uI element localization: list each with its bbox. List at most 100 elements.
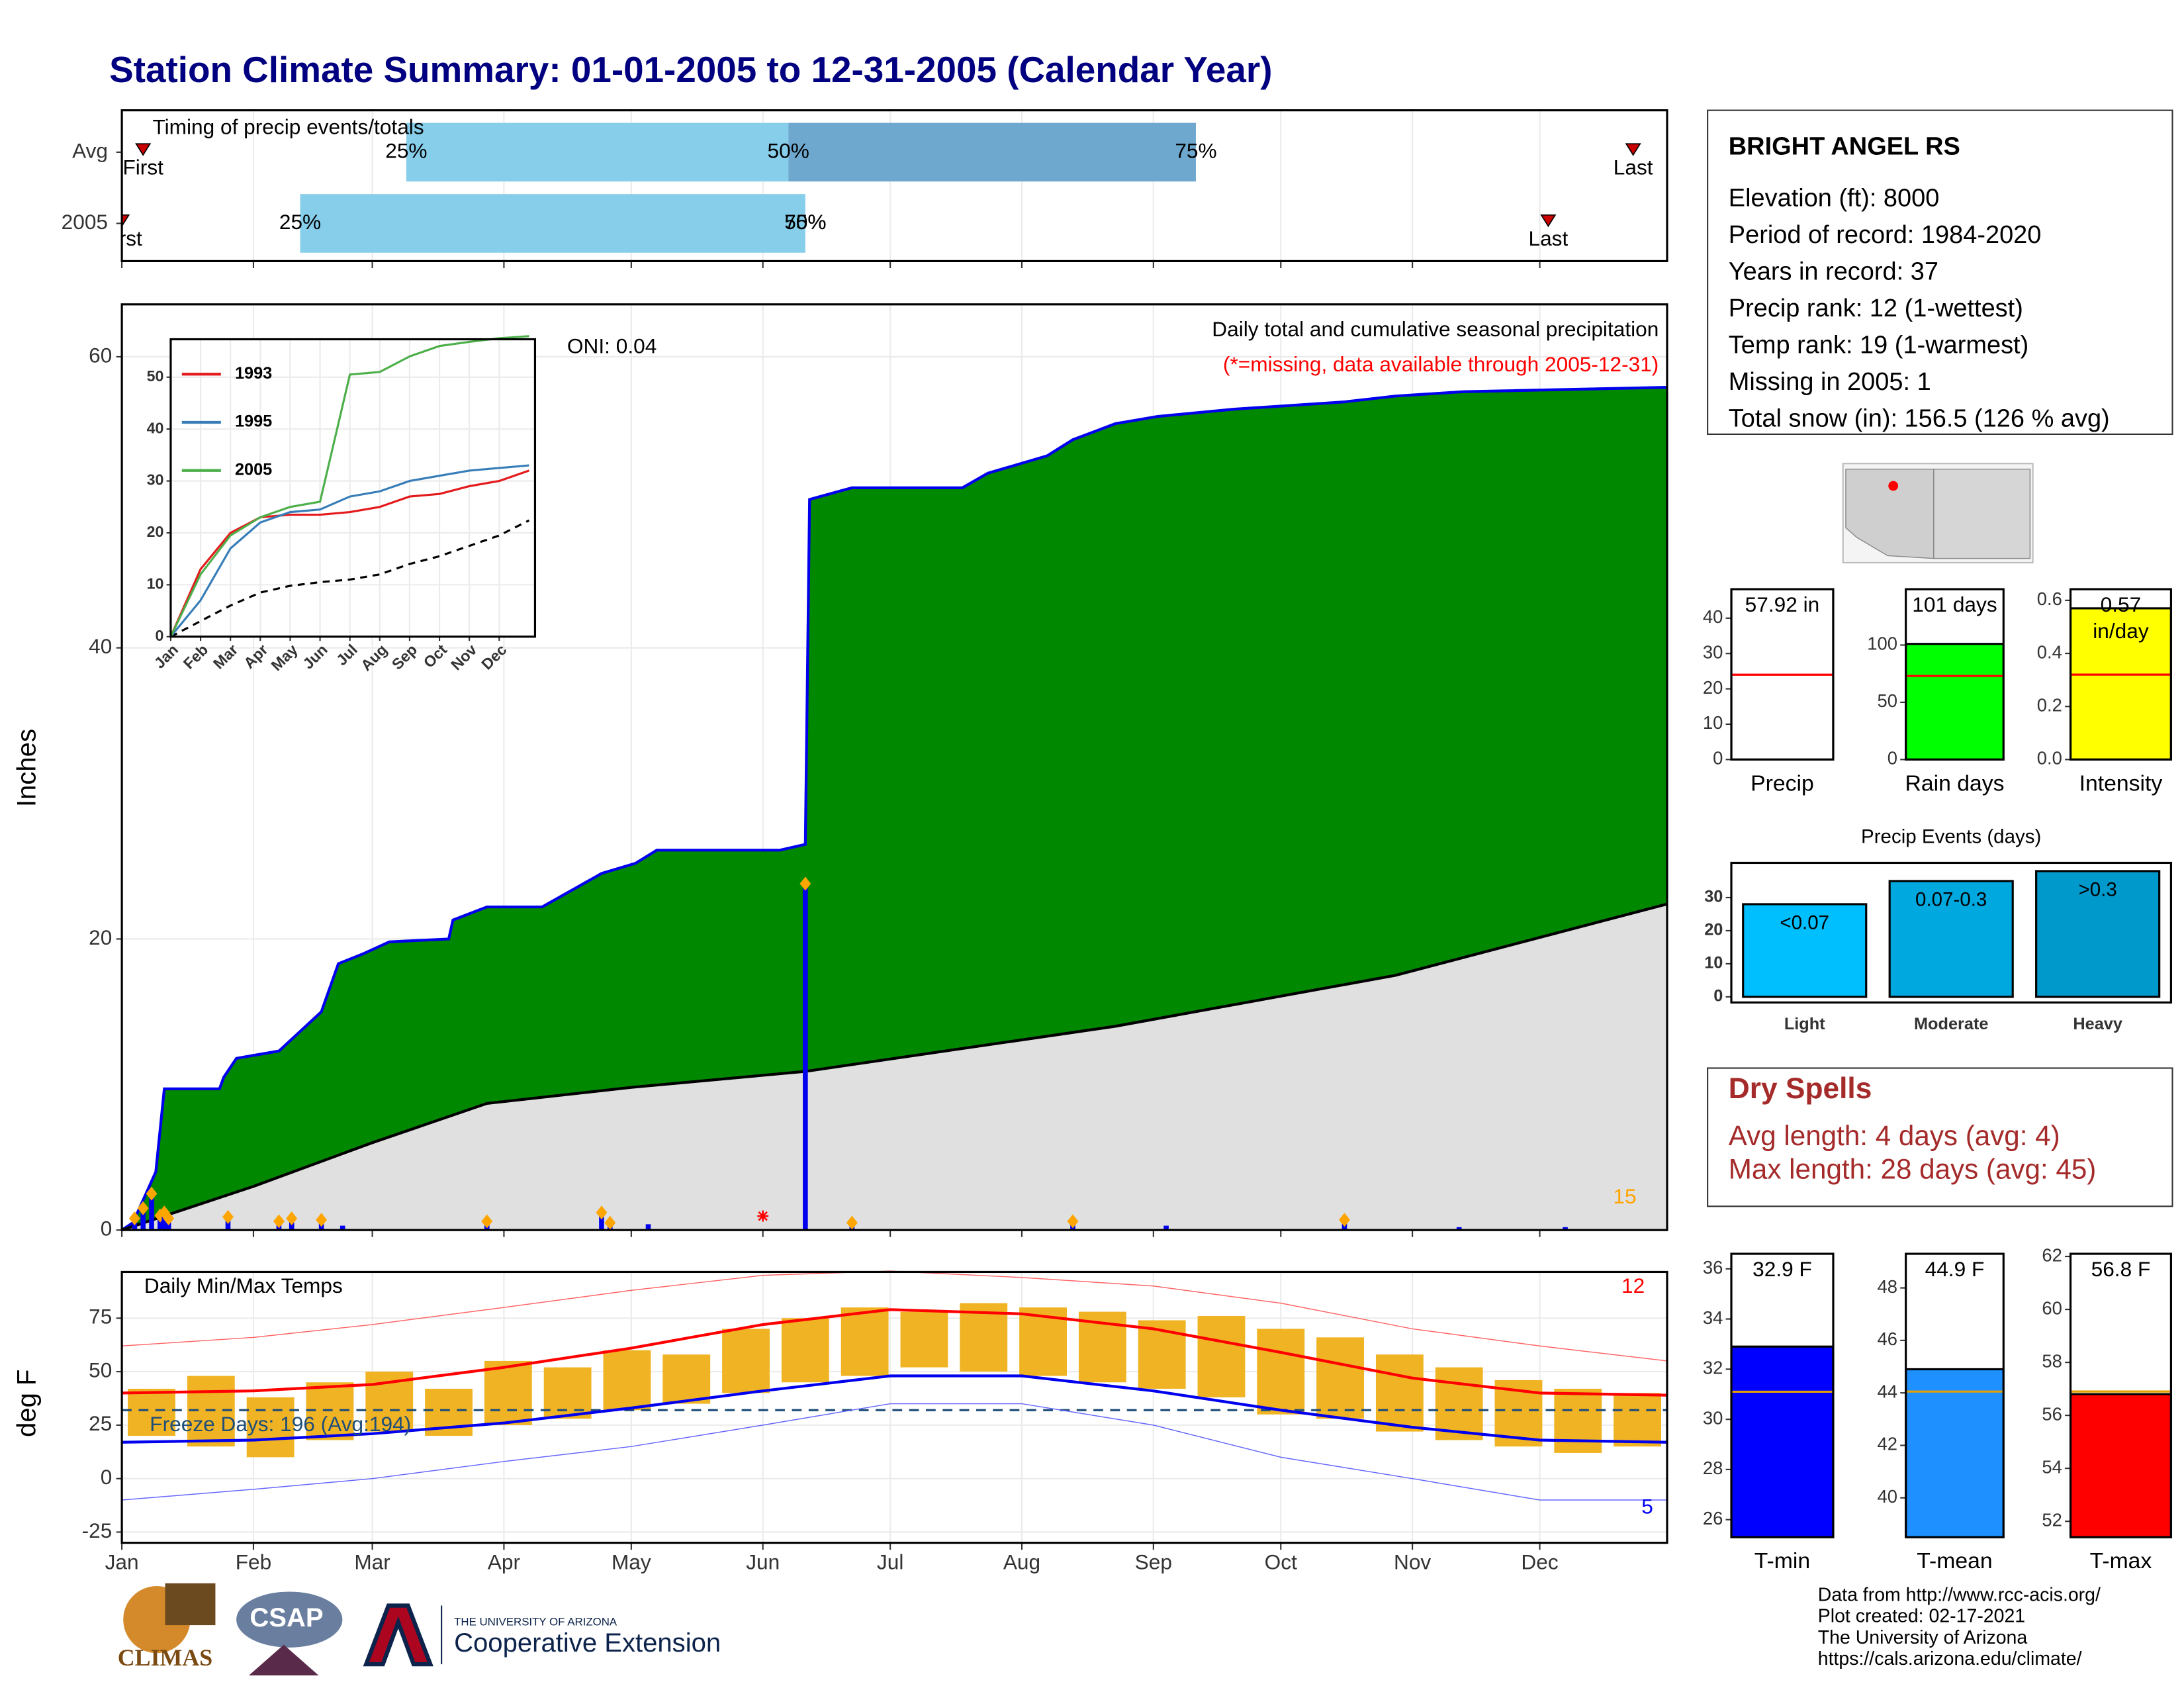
daily-bar bbox=[158, 1215, 163, 1231]
y-tick-label: 20 bbox=[1704, 921, 1723, 939]
x-tick-label: Sep bbox=[1135, 1550, 1172, 1574]
label-box: 32.9 F bbox=[1752, 1258, 1812, 1282]
y-tick-label: 60 bbox=[89, 343, 112, 367]
temp-range-bar bbox=[1316, 1337, 1364, 1419]
x-category-label: Moderate bbox=[1914, 1015, 1988, 1033]
chart-bar: 0 10 20 30 40 57.92 in Precip bbox=[1703, 588, 1835, 796]
event-label: First bbox=[101, 226, 142, 250]
cumulative-line bbox=[121, 902, 1668, 1232]
station-dot bbox=[1888, 481, 1899, 491]
y-tick-label: 30 bbox=[1704, 888, 1723, 906]
temp-range-bar bbox=[306, 1382, 354, 1440]
legend-label: 1995 bbox=[235, 412, 272, 431]
temp-range-bar bbox=[1375, 1354, 1424, 1432]
y-axis-label: deg F bbox=[12, 1370, 41, 1437]
station-line: Total snow (in): 156.5 (126 % avg) bbox=[1729, 404, 2110, 432]
new-mexico bbox=[1933, 468, 2031, 559]
station-line: Years in record: 37 bbox=[1729, 258, 1938, 286]
y-tick-label: 36 bbox=[1703, 1257, 1723, 1278]
event-marker bbox=[1540, 214, 1557, 228]
row-label: Avg bbox=[72, 138, 108, 162]
plot-frame bbox=[1730, 861, 2172, 1004]
row-label: 2005 bbox=[62, 210, 108, 234]
quantile-label: 25% bbox=[279, 210, 321, 234]
y-tick-label: 20 bbox=[147, 523, 164, 540]
daily-bar bbox=[599, 1212, 604, 1231]
temp-range-bar bbox=[960, 1303, 1008, 1372]
y-tick-label: 50 bbox=[1878, 690, 1897, 711]
bar bbox=[1731, 1345, 1833, 1538]
plot-frame bbox=[120, 303, 1668, 1231]
y-tick-label: 56 bbox=[2042, 1403, 2062, 1424]
y-tick-label: 0.4 bbox=[2037, 641, 2062, 662]
x-tick-label: Jun bbox=[746, 1550, 780, 1574]
chart-title: Precip Events (days) bbox=[1861, 825, 2041, 847]
y-tick-label: 40 bbox=[1703, 606, 1723, 627]
y-tick-label: 60 bbox=[2042, 1297, 2062, 1318]
extension-text: Cooperative Extension bbox=[454, 1628, 721, 1658]
temp-range-bar bbox=[603, 1350, 651, 1411]
daily-diamond bbox=[481, 1214, 493, 1229]
y-tick-label: 32 bbox=[1703, 1358, 1723, 1378]
y-tick-label: 26 bbox=[1703, 1508, 1723, 1528]
x-tick-label: Mar bbox=[354, 1550, 390, 1574]
daily-diamond bbox=[163, 1211, 175, 1226]
dry-spell-line: Avg length: 4 days (avg: 4) bbox=[1729, 1120, 2060, 1151]
plot-frame bbox=[120, 109, 1668, 262]
credits: Data from http://www.rcc-acis.org/Plot c… bbox=[1818, 1584, 2101, 1669]
daily-bar bbox=[340, 1225, 345, 1231]
y-tick-label: 20 bbox=[1703, 677, 1723, 698]
temp-line bbox=[122, 1374, 1668, 1444]
y-tick-label: 52 bbox=[2042, 1509, 2062, 1530]
credit-line: Plot created: 02-17-2021 bbox=[1818, 1606, 2025, 1627]
station-name: BRIGHT ANGEL RS bbox=[1729, 133, 1960, 161]
temp-range-bar bbox=[841, 1307, 889, 1376]
daily-bar bbox=[1456, 1227, 1462, 1231]
x-category-label: Rain days bbox=[1905, 771, 2004, 796]
temp-range-bar bbox=[246, 1397, 295, 1458]
station-line: Missing in 2005: 1 bbox=[1729, 368, 1931, 396]
x-category-label: Light bbox=[1784, 1015, 1825, 1033]
daily-diamond bbox=[799, 876, 811, 891]
x-tick-label: Apr bbox=[488, 1550, 520, 1574]
daily-diamond bbox=[128, 1211, 140, 1226]
y-tick-label: 42 bbox=[1878, 1434, 1897, 1454]
plot-frame bbox=[1905, 588, 2005, 761]
timing-bar bbox=[406, 122, 789, 182]
y-tick-label: 0.2 bbox=[2037, 694, 2062, 715]
daily-diamond bbox=[316, 1213, 328, 1227]
cumulative-area bbox=[122, 904, 1667, 1231]
label-box: 101 days bbox=[1912, 593, 1997, 617]
bar bbox=[2035, 870, 2161, 998]
daily-diamond bbox=[1339, 1213, 1350, 1227]
bar bbox=[1905, 1368, 2004, 1538]
dry-spell-line: Max length: 28 days (avg: 45) bbox=[1729, 1154, 2097, 1185]
plot-frame bbox=[2069, 588, 2172, 761]
series-line bbox=[169, 464, 529, 637]
chart-bar: 0 50 100 101 days Rain days bbox=[1867, 588, 2005, 796]
x-category-label: T-mean bbox=[1917, 1548, 1992, 1573]
station-box bbox=[1707, 109, 2173, 436]
station-lines: Elevation (ft): 8000 Period of record: 19… bbox=[1729, 185, 2110, 433]
y-tick-label: 50 bbox=[89, 1358, 112, 1382]
credit-line: https://cals.arizona.edu/climate/ bbox=[1818, 1648, 2082, 1669]
bar-clip bbox=[2070, 607, 2171, 760]
chart-range: -25 0 25 50 75 Jan Feb Mar Apr May Jun Jul Aug Sep Oct… bbox=[12, 1270, 1668, 1574]
daily-diamond bbox=[286, 1211, 298, 1226]
low-count: 5 bbox=[1641, 1494, 1653, 1518]
cumulative-line bbox=[120, 386, 1668, 1231]
y-tick-label: 0 bbox=[1713, 748, 1723, 769]
y-tick-label: 0 bbox=[101, 1217, 113, 1241]
x-tick-label: May bbox=[612, 1550, 651, 1574]
daily-diamond bbox=[604, 1215, 616, 1230]
bar bbox=[1742, 903, 1868, 998]
x-category-label: Heavy bbox=[2073, 1015, 2122, 1033]
plot-frame bbox=[1730, 1252, 1835, 1538]
temp-range-bar bbox=[781, 1318, 829, 1383]
temp-range-bar bbox=[900, 1311, 948, 1368]
bar-clip bbox=[1905, 643, 2004, 760]
series-line bbox=[169, 469, 529, 637]
y-tick-label: 30 bbox=[1703, 641, 1723, 662]
